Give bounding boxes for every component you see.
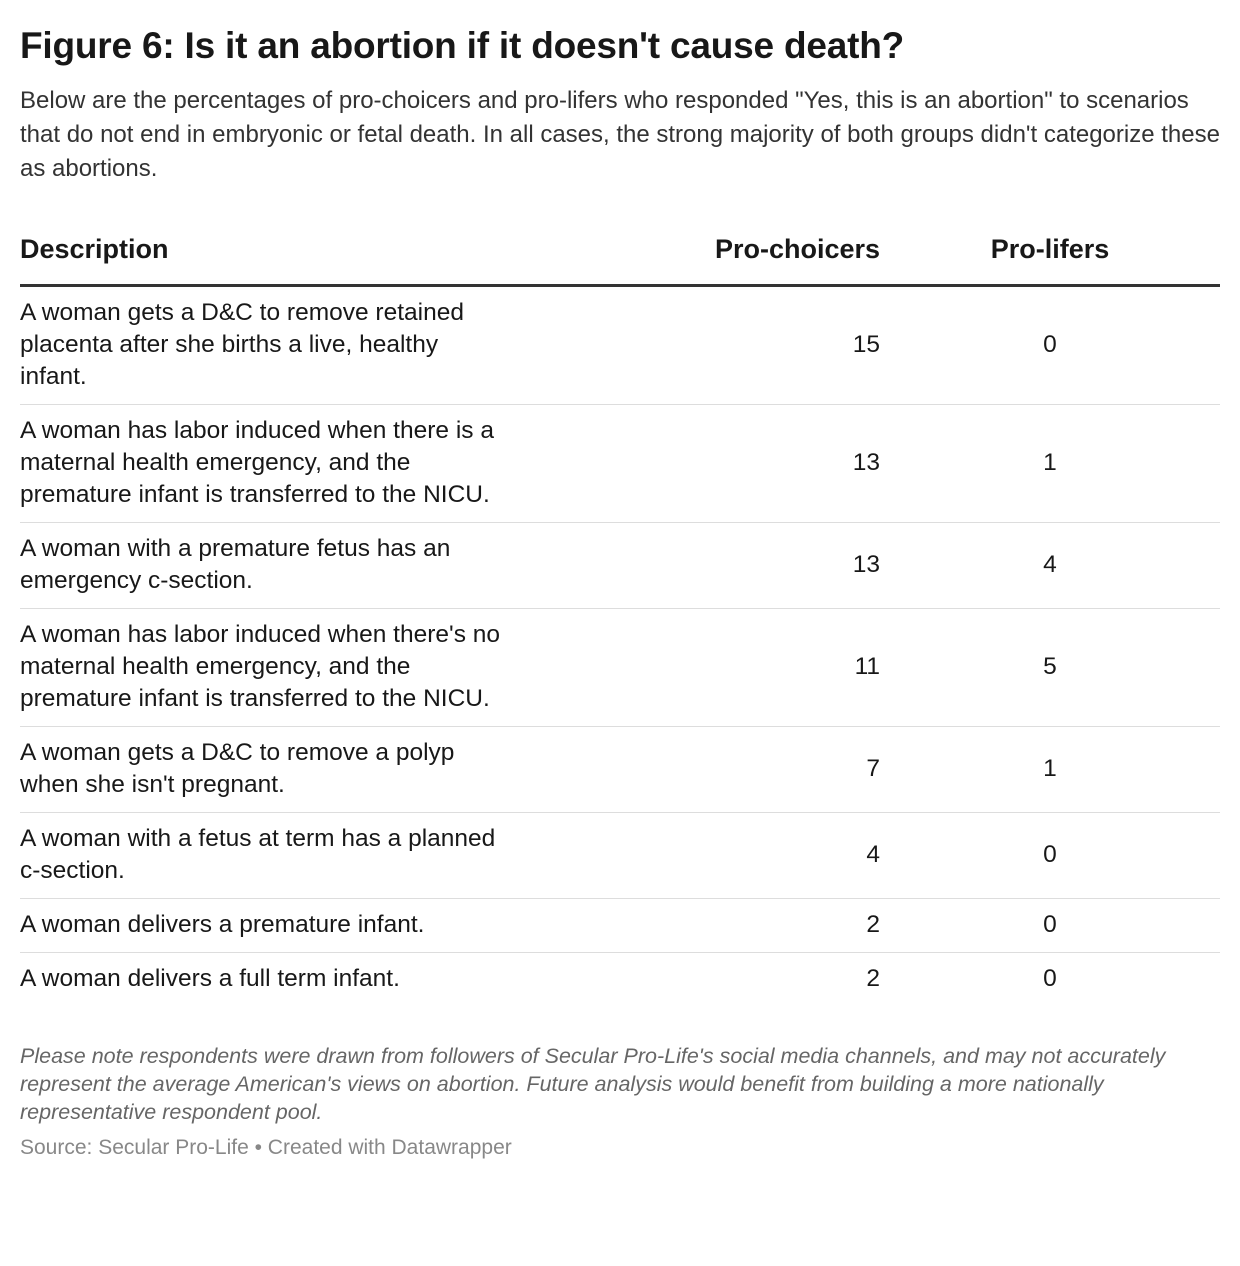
cell-pro-lifers: 1 bbox=[880, 404, 1220, 523]
cell-pro-lifers: 0 bbox=[1043, 965, 1057, 992]
column-header-pro-choicers[interactable]: Pro-choicers bbox=[520, 232, 880, 287]
cell-description: A woman with a fetus at term has a plann… bbox=[20, 812, 520, 899]
cell-pro-lifers: 5 bbox=[880, 608, 1220, 727]
table-row: A woman gets a D&C to remove retained pl… bbox=[20, 285, 1220, 405]
cell-description: A woman gets a D&C to remove a polyp whe… bbox=[20, 726, 520, 813]
table-row: A woman has labor induced when there's n… bbox=[20, 608, 1220, 727]
data-table: Description Pro-choicers Pro-lifers A wo… bbox=[20, 232, 1220, 1006]
cell-description: A woman delivers a full term infant. bbox=[20, 965, 400, 992]
table-row: A woman with a premature fetus has an em… bbox=[20, 522, 1220, 609]
cell-pro-choicers: 2 bbox=[520, 898, 880, 953]
cell-pro-choicers: 4 bbox=[520, 812, 880, 899]
table-body: A woman gets a D&C to remove retained pl… bbox=[20, 285, 1220, 1007]
cell-pro-lifers: 0 bbox=[880, 898, 1220, 953]
chart-subtitle: Below are the percentages of pro-choicer… bbox=[20, 87, 1220, 182]
cell-pro-choicers: 15 bbox=[520, 285, 880, 405]
cell-pro-lifers: 1 bbox=[880, 726, 1220, 813]
chart-container: Figure 6: Is it an abortion if it doesn'… bbox=[20, 25, 1220, 1159]
cell-description: A woman gets a D&C to remove retained pl… bbox=[20, 285, 520, 405]
chart-source: Source: Secular Pro-Life • Created with … bbox=[20, 1136, 512, 1159]
table-row: A woman delivers a premature infant. 2 0 bbox=[20, 898, 1220, 953]
table-row: A woman with a fetus at term has a plann… bbox=[20, 812, 1220, 899]
cell-pro-choicers: 7 bbox=[520, 726, 880, 813]
cell-description: A woman with a premature fetus has an em… bbox=[20, 522, 520, 609]
table-row: A woman has labor induced when there is … bbox=[20, 404, 1220, 523]
column-header-pro-lifers[interactable]: Pro-lifers bbox=[880, 232, 1220, 287]
cell-pro-lifers: 0 bbox=[880, 285, 1220, 405]
table-header-row: Description Pro-choicers Pro-lifers bbox=[20, 232, 1220, 287]
cell-pro-choicers: 13 bbox=[520, 522, 880, 609]
cell-pro-lifers: 4 bbox=[880, 522, 1220, 609]
cell-pro-lifers: 0 bbox=[880, 812, 1220, 899]
chart-title: Figure 6: Is it an abortion if it doesn'… bbox=[20, 25, 905, 66]
cell-description: A woman has labor induced when there is … bbox=[20, 404, 520, 523]
cell-description: A woman delivers a premature infant. bbox=[20, 898, 520, 953]
cell-pro-choicers: 11 bbox=[520, 608, 880, 727]
chart-notes: Please note respondents were drawn from … bbox=[20, 1044, 1166, 1124]
table-row: A woman gets a D&C to remove a polyp whe… bbox=[20, 726, 1220, 813]
table-row: A woman delivers a full term infant. 2 0 bbox=[20, 953, 1220, 1007]
cell-description: A woman has labor induced when there's n… bbox=[20, 608, 520, 727]
column-header-description[interactable]: Description bbox=[20, 232, 520, 287]
cell-pro-choicers: 13 bbox=[520, 404, 880, 523]
cell-pro-choicers: 2 bbox=[866, 965, 880, 992]
